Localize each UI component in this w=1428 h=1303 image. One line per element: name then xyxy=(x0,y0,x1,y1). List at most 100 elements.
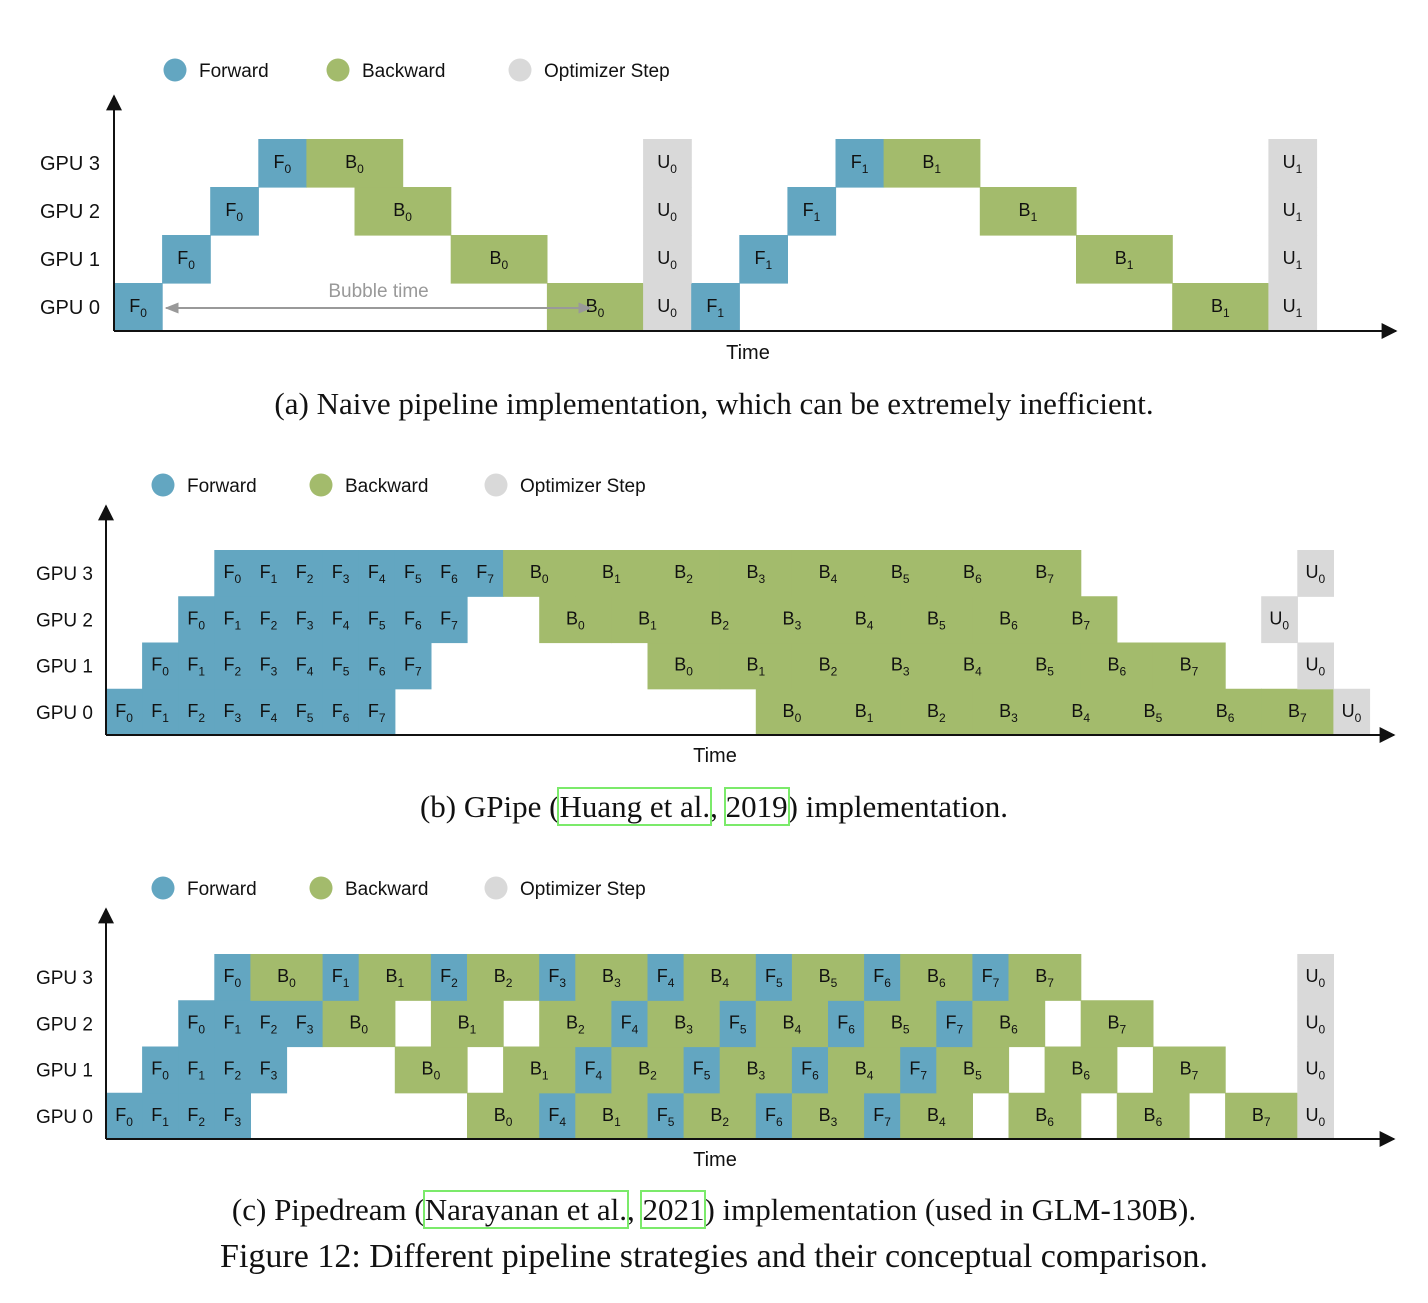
block-gpu0-F1 xyxy=(142,1092,179,1140)
block-label-gpu1-B7: B7 xyxy=(1180,655,1199,679)
caption-c-sep: , xyxy=(626,1192,643,1227)
block-label-gpu0-F4: F4 xyxy=(548,1105,566,1129)
block-label-gpu3-F0: F0 xyxy=(274,152,292,176)
block-label-gpu3-U0: U0 xyxy=(1306,562,1326,586)
block-gpu2-F6 xyxy=(394,596,432,644)
block-label-gpu3-B7: B7 xyxy=(1035,562,1054,586)
block-gpu3-F0 xyxy=(258,139,307,188)
legend-optimizer-label: Optimizer Step xyxy=(544,61,670,82)
block-gpu2-U0 xyxy=(1261,596,1298,644)
block-label-gpu0-B3: B3 xyxy=(999,701,1018,725)
block-gpu1-F7 xyxy=(900,1046,937,1094)
legend-backward-swatch xyxy=(326,58,350,82)
gpu-label-2: GPU 2 xyxy=(36,610,93,631)
block-gpu2-F3 xyxy=(286,596,324,644)
block-label-gpu2-B2: B2 xyxy=(566,1012,585,1036)
block-gpu2-U0 xyxy=(643,187,692,236)
block-gpu2-F7 xyxy=(430,596,468,644)
block-label-gpu3-B2: B2 xyxy=(674,562,693,586)
block-label-gpu1-B4: B4 xyxy=(963,655,982,679)
citation-narayanan-year[interactable]: 2021 xyxy=(640,1190,707,1229)
block-gpu3-B5 xyxy=(791,954,865,1001)
citation-narayanan-authors[interactable]: Narayanan et al. xyxy=(422,1190,629,1229)
block-label-gpu0-B5: B5 xyxy=(1144,701,1163,725)
block-label-gpu2-F6: F6 xyxy=(837,1012,855,1036)
block-gpu2-U0 xyxy=(1297,1000,1334,1048)
caption-b-pre: GPipe ( xyxy=(463,789,560,824)
block-label-gpu3-F7: F7 xyxy=(476,562,494,586)
block-label-gpu3-F1: F1 xyxy=(332,966,350,990)
block-label-gpu3-B2: B2 xyxy=(494,966,513,990)
block-gpu3-F1 xyxy=(835,139,885,188)
block-gpu1-F1 xyxy=(739,235,788,284)
block-label-gpu2-F6: F6 xyxy=(404,608,422,632)
block-label-gpu1-F6: F6 xyxy=(368,655,386,679)
block-gpu3-B2 xyxy=(647,550,721,597)
block-gpu3-U0 xyxy=(1297,550,1334,597)
block-gpu0-B2 xyxy=(683,1092,757,1140)
block-label-gpu3-F6: F6 xyxy=(440,562,458,586)
block-label-gpu1-F6: F6 xyxy=(801,1059,819,1083)
block-gpu1-B5 xyxy=(1008,642,1082,690)
block-label-gpu1-F0: F0 xyxy=(151,655,169,679)
block-label-gpu0-F5: F5 xyxy=(657,1105,675,1129)
legend-forward-label: Forward xyxy=(199,61,269,82)
block-gpu3-B4 xyxy=(791,550,865,597)
block-gpu0-F6 xyxy=(755,1092,793,1140)
block-label-gpu3-B4: B4 xyxy=(710,966,729,990)
block-label-gpu1-F0: F0 xyxy=(151,1059,169,1083)
block-gpu1-F7 xyxy=(394,642,432,690)
block-gpu3-F7 xyxy=(467,550,504,597)
block-label-gpu3-F7: F7 xyxy=(982,966,1000,990)
block-label-gpu2-F3: F3 xyxy=(296,1012,314,1036)
block-gpu0-F2 xyxy=(178,688,215,736)
block-gpu2-F1 xyxy=(787,187,837,236)
block-gpu2-B1 xyxy=(430,1000,504,1048)
block-gpu0-B4 xyxy=(900,1092,973,1140)
block-gpu2-B7 xyxy=(1080,1000,1154,1048)
block-label-gpu2-B3: B3 xyxy=(783,608,802,632)
time-axis-label: Time xyxy=(693,745,737,767)
block-label-gpu3-F6: F6 xyxy=(873,966,891,990)
block-label-gpu2-F7: F7 xyxy=(440,608,458,632)
block-gpu1-B1 xyxy=(719,642,793,690)
block-label-gpu3-F5: F5 xyxy=(765,966,783,990)
block-gpu3-B0 xyxy=(250,954,324,1001)
block-gpu3-B5 xyxy=(864,550,937,597)
block-gpu1-B6 xyxy=(1080,642,1154,690)
block-gpu0-B4 xyxy=(1044,688,1118,736)
block-gpu0-F3 xyxy=(214,1092,251,1140)
block-gpu1-F0 xyxy=(142,1046,179,1094)
block-label-gpu3-B5: B5 xyxy=(819,966,838,990)
block-label-gpu1-U0: U0 xyxy=(1306,655,1326,679)
block-gpu3-B6 xyxy=(936,550,1010,597)
block-label-gpu2-B5: B5 xyxy=(927,608,946,632)
block-gpu2-F0 xyxy=(178,1000,215,1048)
block-gpu3-B2 xyxy=(467,954,540,1001)
block-label-gpu1-B0: B0 xyxy=(422,1059,441,1083)
block-label-gpu3-B0: B0 xyxy=(345,152,364,176)
gpu-label-1: GPU 1 xyxy=(36,657,93,678)
block-label-gpu2-B1: B1 xyxy=(638,608,657,632)
block-label-gpu0-B1: B1 xyxy=(602,1105,621,1129)
block-gpu0-B7 xyxy=(1261,688,1334,736)
block-gpu2-F0 xyxy=(210,187,259,236)
block-label-gpu1-F1: F1 xyxy=(187,1059,205,1083)
block-gpu0-B6 xyxy=(1189,688,1262,736)
gpu-label-1: GPU 1 xyxy=(36,1061,93,1082)
block-gpu0-F0 xyxy=(106,1092,143,1140)
block-gpu3-B3 xyxy=(575,954,649,1001)
legend-backward-swatch xyxy=(309,876,333,900)
citation-huang-year[interactable]: 2019 xyxy=(723,787,790,826)
block-label-gpu2-B1: B1 xyxy=(458,1012,477,1036)
block-label-gpu1-B2: B2 xyxy=(638,1059,657,1083)
block-label-gpu3-F0: F0 xyxy=(224,966,242,990)
block-label-gpu0-F3: F3 xyxy=(224,1105,242,1129)
legend: Forward Backward Optimizer Step xyxy=(163,58,670,82)
block-gpu2-B2 xyxy=(683,596,757,644)
block-label-gpu3-B3: B3 xyxy=(746,562,765,586)
citation-huang-authors[interactable]: Huang et al. xyxy=(557,787,713,826)
block-gpu2-F1 xyxy=(214,596,251,644)
block-label-gpu1-B1: B1 xyxy=(1115,248,1134,272)
